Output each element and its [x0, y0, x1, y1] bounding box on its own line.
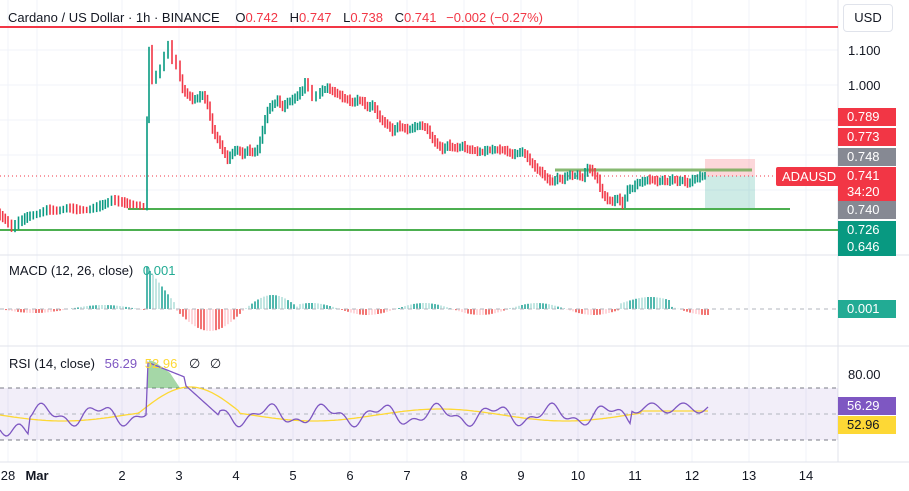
- time-axis-label: 14: [798, 468, 814, 483]
- symbol-title[interactable]: Cardano / US Dollar · 1h · BINANCE: [8, 10, 220, 25]
- time-axis-label: Mar: [25, 468, 49, 483]
- price-tick-1000: 1.000: [848, 78, 881, 93]
- change-value: −0.002 (−0.27%): [446, 10, 543, 25]
- time-axis-label: 2: [118, 468, 126, 483]
- time-axis-label: 7: [403, 468, 411, 483]
- rsi-ma-scale-tag: 52.96: [838, 416, 896, 434]
- price-tag: 0.773: [838, 128, 896, 146]
- price-tick-1100: 1.100: [848, 43, 881, 58]
- macd-label: MACD (12, 26, close): [9, 263, 134, 278]
- time-axis-label: 9: [517, 468, 525, 483]
- price-tag: 0.646: [838, 238, 896, 256]
- time-axis-label: 11: [628, 468, 642, 483]
- time-axis-label: 6: [346, 468, 354, 483]
- rsi-ma-value: 52.96: [144, 356, 178, 371]
- rsi-na-1: ∅: [188, 356, 201, 371]
- rsi-tick-80: 80.00: [848, 367, 881, 382]
- time-axis-label: 3: [175, 468, 183, 483]
- high-label: H: [289, 10, 299, 25]
- short-position-stop-zone: [705, 159, 755, 176]
- rsi-value: 56.29: [104, 356, 138, 371]
- open-value: 0.742: [245, 10, 278, 25]
- time-axis-label: 5: [289, 468, 297, 483]
- rsi-na-2: ∅: [209, 356, 222, 371]
- time-axis-label: 4: [232, 468, 240, 483]
- rsi-legend[interactable]: RSI (14, close) 56.29 52.96 ∅ ∅: [9, 356, 221, 372]
- close-value: 0.741: [403, 10, 437, 25]
- time-axis-label: 8: [460, 468, 468, 483]
- low-value: 0.738: [350, 10, 383, 25]
- price-tag: 0.748: [838, 148, 896, 166]
- time-axis-label: 13: [741, 468, 757, 483]
- macd-legend[interactable]: MACD (12, 26, close) 0.001: [9, 263, 175, 278]
- high-value: 0.747: [299, 10, 332, 25]
- currency-button[interactable]: USD: [843, 4, 893, 32]
- price-tag: 0.726: [838, 221, 896, 239]
- time-axis-label: 12: [684, 468, 700, 483]
- price-tag: 0.741: [838, 167, 896, 185]
- rsi-overbought-fill: [147, 360, 180, 388]
- low-label: L: [343, 10, 351, 25]
- rsi-scale-tag: 56.29: [838, 397, 896, 415]
- time-axis-label: 10: [570, 468, 586, 483]
- time-axis-label: 28: [0, 468, 16, 483]
- macd-value: 0.001: [142, 263, 176, 278]
- macd-scale-tag: 0.001: [838, 300, 896, 318]
- price-tag: 34:20: [838, 183, 896, 201]
- short-position-target-zone: [705, 176, 755, 209]
- rsi-line: [0, 361, 709, 437]
- close-label: C: [394, 10, 404, 25]
- symbol-legend: Cardano / US Dollar · 1h · BINANCE O0.74…: [8, 10, 543, 25]
- price-tag: 0.789: [838, 108, 896, 126]
- symbol-price-tag: ADAUSD: [776, 167, 843, 186]
- price-tag: 0.740: [838, 201, 896, 219]
- open-label: O: [235, 10, 246, 25]
- rsi-label: RSI (14, close): [9, 356, 95, 371]
